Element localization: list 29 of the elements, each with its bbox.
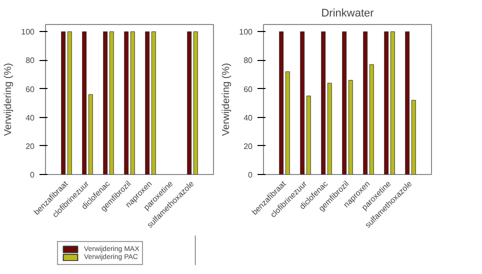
bar <box>363 31 368 174</box>
chart-title: Drinkwater <box>321 8 374 20</box>
bar <box>405 31 410 174</box>
bar <box>321 31 326 174</box>
y-tick-label: 80 <box>26 56 36 66</box>
bar <box>306 96 311 174</box>
y-tick-label: 0 <box>30 170 36 180</box>
bar <box>384 31 389 174</box>
bar <box>300 31 305 174</box>
bar <box>279 31 284 174</box>
y-axis-title: Verwijdering (%) <box>221 63 232 136</box>
y-tick-label: 100 <box>21 28 36 37</box>
bar <box>348 80 353 174</box>
y-tick-label: 100 <box>239 28 254 37</box>
y-tick-label: 60 <box>244 84 254 94</box>
bar <box>342 31 347 174</box>
bar <box>369 64 374 174</box>
bar <box>327 82 332 174</box>
y-tick-label: 60 <box>26 84 36 94</box>
y-tick-label: 80 <box>244 56 254 66</box>
bar <box>411 100 416 174</box>
y-tick-label: 20 <box>26 142 36 151</box>
bar <box>285 71 290 174</box>
y-tick-label: 40 <box>244 113 254 122</box>
y-tick-label: 20 <box>244 142 254 151</box>
y-axis-title: Verwijdering (%) <box>3 63 14 136</box>
y-tick-label: 40 <box>26 113 36 122</box>
bar <box>390 31 395 174</box>
y-tick-label: 0 <box>248 170 254 180</box>
